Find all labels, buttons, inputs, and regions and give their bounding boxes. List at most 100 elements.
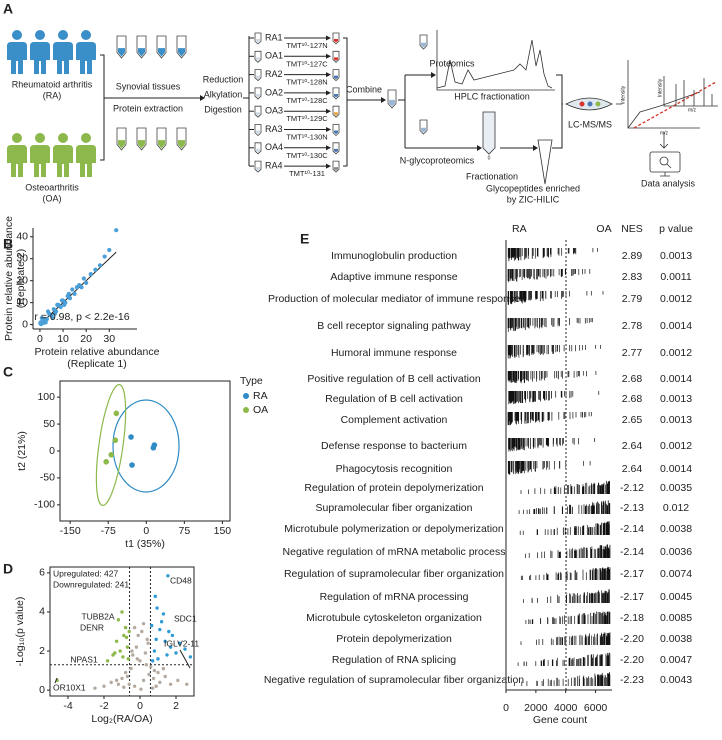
y-tick-label: -100: [34, 499, 55, 511]
tube-content: [138, 140, 145, 149]
legend-label: OA: [253, 404, 268, 416]
tube-content: [178, 140, 185, 149]
gene-label: NPAS1: [70, 654, 98, 664]
y-tick-label: 40: [16, 231, 28, 243]
monitor: [649, 151, 681, 173]
p-value: 0.0014: [660, 463, 692, 475]
tube-content: [158, 48, 165, 57]
gene-barcode: [507, 248, 598, 262]
column-header: p value: [659, 223, 693, 235]
sample-name: OA1: [265, 51, 283, 61]
p-value: 0.0013: [660, 393, 692, 405]
point: [140, 629, 144, 634]
point: [130, 649, 134, 653]
confidence-ellipse: [95, 383, 127, 507]
hilic-tip: [537, 139, 553, 185]
arrow-head: [533, 145, 538, 151]
group-label: (OA): [43, 193, 62, 203]
tube-content: [334, 39, 338, 43]
term: Supramolecular fiber organization: [315, 502, 472, 514]
sample-name: RA4: [265, 160, 283, 170]
point: [58, 304, 63, 310]
legend-title: Type: [240, 375, 263, 387]
y-tick-label: 20: [16, 274, 28, 286]
point: [50, 315, 55, 321]
arrow-head: [326, 108, 331, 114]
y-axis-label: (Replicate 2): [15, 249, 27, 309]
point: [167, 629, 171, 634]
point: [129, 666, 133, 671]
plot-frame: [49, 566, 195, 697]
gene-barcode: [508, 438, 595, 452]
person-head: [81, 133, 91, 143]
tube-content: [334, 167, 338, 171]
nes: -2.17: [620, 568, 644, 580]
point: [156, 657, 160, 661]
point: [168, 645, 173, 649]
point: [170, 633, 175, 638]
magnifier: [659, 156, 669, 166]
point: [118, 649, 122, 653]
point: [153, 594, 157, 599]
person-head: [12, 133, 22, 143]
tube-content: [256, 75, 260, 80]
y-tick-label: 30: [16, 253, 28, 265]
term: Humoral immune response: [331, 347, 457, 359]
point: [116, 618, 121, 622]
point: [174, 651, 178, 655]
term: Negative regulation of supramolecular fi…: [264, 674, 524, 686]
arrow-head: [326, 35, 331, 41]
ion: [595, 101, 601, 107]
branch-lines: [398, 74, 478, 149]
gene-barcode: [520, 566, 611, 580]
point: [122, 633, 126, 638]
x-tick-label: -150: [60, 525, 81, 537]
person-body: [7, 42, 27, 74]
branch-label: Proteomics: [429, 58, 475, 68]
fraction-tube: [482, 111, 496, 155]
point: [136, 633, 140, 638]
sample-name: RA2: [265, 69, 283, 79]
annotation: Downregulated: 241: [53, 579, 129, 589]
group-label: Osteoarthritis: [25, 182, 79, 192]
gene-barcode: [525, 611, 611, 624]
point: [120, 610, 124, 614]
confidence-ellipse: [112, 399, 180, 493]
tube-content: [256, 112, 260, 116]
point: [70, 287, 75, 292]
nes: 2.83: [622, 271, 643, 283]
tube-label: 0: [488, 155, 491, 161]
p-value: 0.0043: [660, 674, 692, 686]
point: [166, 574, 170, 578]
x-tick-label: 2: [173, 700, 179, 712]
point: [67, 296, 73, 301]
chromatogram: [436, 39, 553, 89]
point: [152, 649, 157, 653]
point: [163, 639, 167, 643]
gene-barcode: [517, 652, 611, 666]
nes: -2.12: [620, 482, 644, 494]
sample-name: OA4: [265, 142, 283, 152]
nes: 2.68: [622, 373, 643, 385]
panel-label: C: [3, 364, 13, 380]
step-label: LC-MS/MS: [568, 119, 612, 129]
point: [152, 668, 157, 673]
p-value: 0.0013: [660, 414, 692, 426]
point: [97, 263, 103, 268]
point: [123, 625, 128, 630]
ms2-peaks: [675, 78, 713, 106]
nes: 2.89: [622, 250, 643, 262]
x-axis-label: Gene count: [533, 714, 587, 726]
tmt-tag: TMT¹⁰-128N: [286, 78, 327, 87]
point: [88, 272, 93, 277]
gene-barcode: [507, 318, 593, 332]
workflow-art: [436, 30, 718, 185]
point: [93, 267, 98, 272]
point: [159, 620, 164, 624]
step-label: Glycopeptides enriched: [486, 183, 580, 193]
nes: -2.23: [620, 674, 644, 686]
sample-name: OA3: [265, 106, 283, 116]
x-tick-label: -4: [63, 700, 72, 712]
point: [154, 637, 158, 642]
